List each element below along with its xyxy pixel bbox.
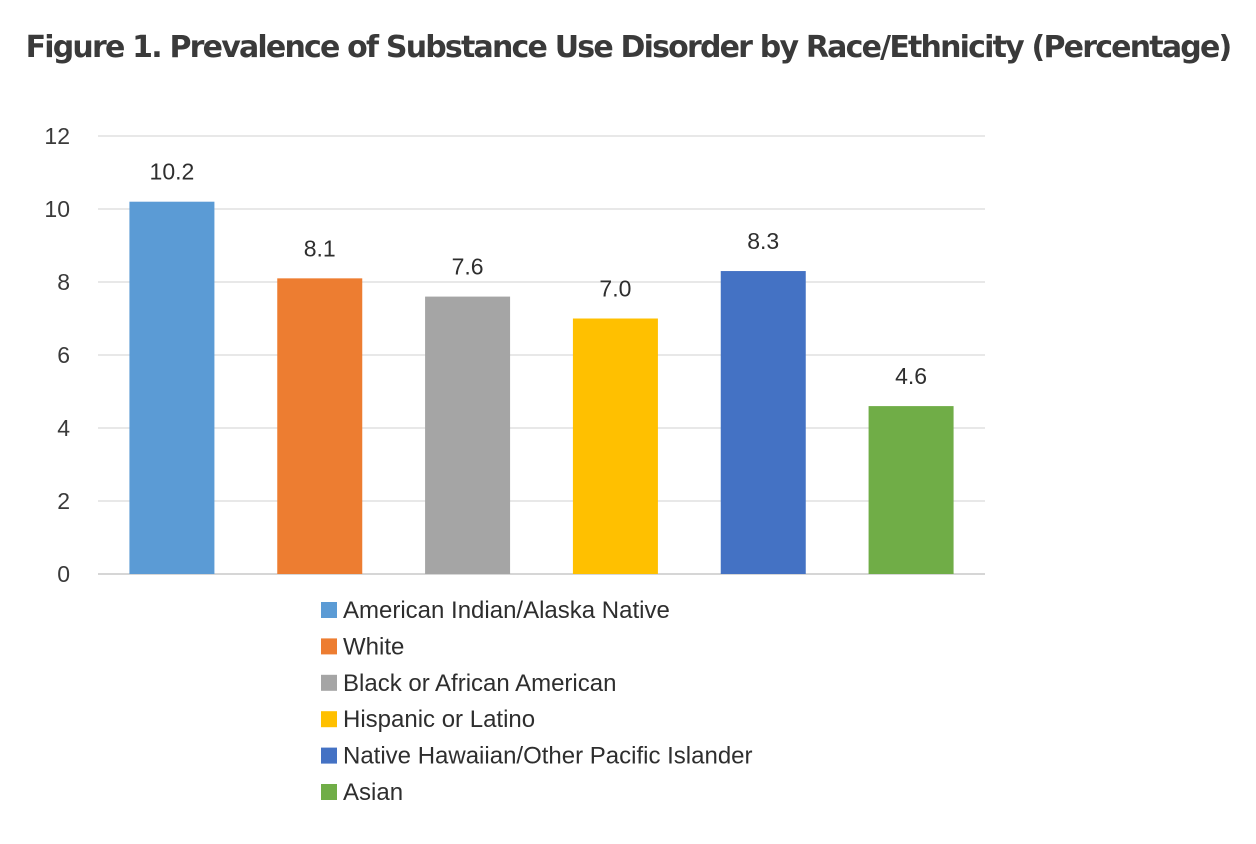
y-tick-label: 6 xyxy=(57,342,70,368)
legend-label: Asian xyxy=(343,779,403,806)
legend-swatch xyxy=(321,747,337,764)
legend-swatch xyxy=(321,638,337,655)
y-tick-label: 2 xyxy=(57,488,70,514)
data-label: 8.1 xyxy=(304,235,336,261)
data-label: 10.2 xyxy=(150,159,195,185)
legend-swatch xyxy=(321,784,337,800)
legend-label: Black or African American xyxy=(343,670,616,697)
data-label: 7.6 xyxy=(452,254,484,280)
bar xyxy=(720,271,806,574)
legend-swatch xyxy=(321,602,337,618)
data-label: 4.6 xyxy=(895,363,927,389)
legend-swatch xyxy=(321,674,337,691)
y-tick-label: 8 xyxy=(57,269,70,295)
legend-label: White xyxy=(343,633,404,660)
legend-swatch xyxy=(321,711,337,728)
y-tick-label: 10 xyxy=(44,196,70,222)
chart-title: Figure 1. Prevalence of Substance Use Di… xyxy=(25,30,1233,65)
bar xyxy=(868,406,954,574)
legend: American Indian/Alaska Native White Black … xyxy=(321,597,753,806)
data-labels: 10.2 8.1 7.6 7.0 8.3 4.6 xyxy=(150,159,928,389)
bar xyxy=(277,278,363,574)
bar xyxy=(129,201,215,574)
y-tick-label: 0 xyxy=(57,561,70,587)
bar xyxy=(572,318,658,574)
data-label: 8.3 xyxy=(747,228,779,254)
legend-label: Native Hawaiian/Other Pacific Islander xyxy=(343,743,753,770)
y-axis-tick-labels: 0 2 4 6 8 10 12 xyxy=(44,123,70,587)
y-tick-label: 12 xyxy=(44,123,70,149)
bars xyxy=(129,201,954,574)
data-label: 7.0 xyxy=(599,276,631,302)
gridlines xyxy=(98,135,985,575)
legend-label: American Indian/Alaska Native xyxy=(343,597,670,624)
legend-label: Hispanic or Latino xyxy=(343,706,535,733)
y-tick-label: 4 xyxy=(57,415,70,441)
bar xyxy=(425,296,511,574)
